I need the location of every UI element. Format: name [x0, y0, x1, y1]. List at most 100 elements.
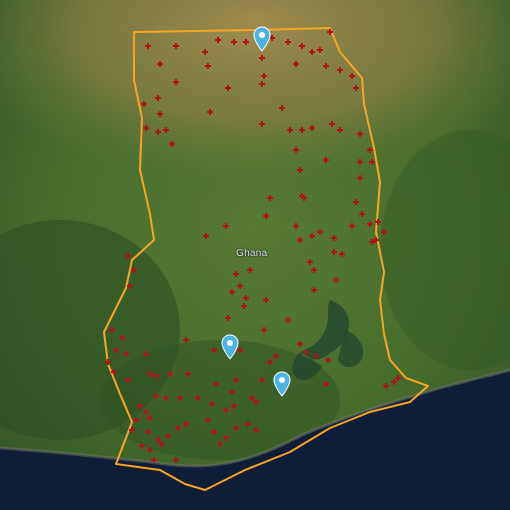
red-cross-marker-icon[interactable]: [253, 427, 259, 433]
red-cross-marker-icon[interactable]: [293, 147, 299, 153]
red-cross-marker-icon[interactable]: [233, 377, 239, 383]
red-cross-marker-icon[interactable]: [299, 127, 305, 133]
red-cross-marker-icon[interactable]: [311, 267, 317, 273]
red-cross-marker-icon[interactable]: [157, 111, 163, 117]
red-cross-marker-icon[interactable]: [139, 443, 145, 449]
red-cross-marker-icon[interactable]: [309, 125, 315, 131]
red-cross-marker-icon[interactable]: [173, 79, 179, 85]
red-cross-marker-icon[interactable]: [243, 295, 249, 301]
red-cross-marker-icon[interactable]: [225, 315, 231, 321]
red-cross-marker-icon[interactable]: [261, 73, 267, 79]
red-cross-marker-icon[interactable]: [173, 457, 179, 463]
red-cross-marker-icon[interactable]: [237, 283, 243, 289]
red-cross-marker-icon[interactable]: [183, 337, 189, 343]
red-cross-marker-icon[interactable]: [143, 409, 149, 415]
red-cross-marker-icon[interactable]: [205, 63, 211, 69]
red-cross-marker-icon[interactable]: [373, 237, 379, 243]
red-cross-marker-icon[interactable]: [231, 39, 237, 45]
red-cross-marker-icon[interactable]: [185, 371, 191, 377]
red-cross-marker-icon[interactable]: [247, 267, 253, 273]
red-cross-marker-icon[interactable]: [145, 429, 151, 435]
red-cross-marker-icon[interactable]: [259, 377, 265, 383]
red-cross-marker-icon[interactable]: [245, 421, 251, 427]
red-cross-marker-icon[interactable]: [299, 43, 305, 49]
red-cross-marker-icon[interactable]: [177, 395, 183, 401]
red-cross-marker-icon[interactable]: [383, 383, 389, 389]
red-cross-marker-icon[interactable]: [331, 249, 337, 255]
red-cross-marker-icon[interactable]: [131, 267, 137, 273]
red-cross-marker-icon[interactable]: [183, 421, 189, 427]
red-cross-marker-icon[interactable]: [223, 435, 229, 441]
red-cross-marker-icon[interactable]: [151, 457, 157, 463]
red-cross-marker-icon[interactable]: [285, 317, 291, 323]
red-cross-marker-icon[interactable]: [203, 233, 209, 239]
red-cross-marker-icon[interactable]: [127, 283, 133, 289]
location-pin-icon[interactable]: [273, 371, 291, 397]
red-cross-marker-icon[interactable]: [293, 223, 299, 229]
red-cross-marker-icon[interactable]: [119, 335, 125, 341]
red-cross-marker-icon[interactable]: [369, 159, 375, 165]
red-cross-marker-icon[interactable]: [175, 425, 181, 431]
red-cross-marker-icon[interactable]: [233, 271, 239, 277]
red-cross-marker-icon[interactable]: [223, 407, 229, 413]
red-cross-marker-icon[interactable]: [261, 327, 267, 333]
red-cross-marker-icon[interactable]: [111, 369, 117, 375]
red-cross-marker-icon[interactable]: [353, 199, 359, 205]
red-cross-marker-icon[interactable]: [159, 441, 165, 447]
red-cross-marker-icon[interactable]: [331, 235, 337, 241]
red-cross-marker-icon[interactable]: [217, 441, 223, 447]
red-cross-marker-icon[interactable]: [303, 349, 309, 355]
red-cross-marker-icon[interactable]: [109, 327, 115, 333]
red-cross-marker-icon[interactable]: [225, 85, 231, 91]
red-cross-marker-icon[interactable]: [269, 35, 275, 41]
red-cross-marker-icon[interactable]: [259, 81, 265, 87]
red-cross-marker-icon[interactable]: [395, 375, 401, 381]
red-cross-marker-icon[interactable]: [323, 157, 329, 163]
red-cross-marker-icon[interactable]: [163, 127, 169, 133]
red-cross-marker-icon[interactable]: [133, 417, 139, 423]
red-cross-marker-icon[interactable]: [337, 127, 343, 133]
red-cross-marker-icon[interactable]: [231, 403, 237, 409]
red-cross-marker-icon[interactable]: [223, 223, 229, 229]
red-cross-marker-icon[interactable]: [309, 49, 315, 55]
red-cross-marker-icon[interactable]: [155, 95, 161, 101]
red-cross-marker-icon[interactable]: [301, 195, 307, 201]
red-cross-marker-icon[interactable]: [359, 211, 365, 217]
red-cross-marker-icon[interactable]: [297, 167, 303, 173]
red-cross-marker-icon[interactable]: [173, 43, 179, 49]
red-cross-marker-icon[interactable]: [299, 193, 305, 199]
red-cross-marker-icon[interactable]: [317, 47, 323, 53]
red-cross-marker-icon[interactable]: [165, 433, 171, 439]
red-cross-marker-icon[interactable]: [349, 73, 355, 79]
red-cross-marker-icon[interactable]: [369, 239, 375, 245]
red-cross-marker-icon[interactable]: [337, 67, 343, 73]
red-cross-marker-icon[interactable]: [129, 427, 135, 433]
red-cross-marker-icon[interactable]: [207, 109, 213, 115]
red-cross-marker-icon[interactable]: [357, 159, 363, 165]
red-cross-marker-icon[interactable]: [267, 359, 273, 365]
red-cross-marker-icon[interactable]: [125, 377, 131, 383]
red-cross-marker-icon[interactable]: [202, 49, 208, 55]
red-cross-marker-icon[interactable]: [209, 401, 215, 407]
red-cross-marker-icon[interactable]: [327, 29, 333, 35]
red-cross-marker-icon[interactable]: [233, 425, 239, 431]
red-cross-marker-icon[interactable]: [237, 347, 243, 353]
red-cross-marker-icon[interactable]: [267, 195, 273, 201]
red-cross-marker-icon[interactable]: [329, 121, 335, 127]
red-cross-marker-icon[interactable]: [325, 357, 331, 363]
red-cross-marker-icon[interactable]: [123, 351, 129, 357]
red-cross-marker-icon[interactable]: [195, 395, 201, 401]
red-cross-marker-icon[interactable]: [317, 229, 323, 235]
red-cross-marker-icon[interactable]: [143, 125, 149, 131]
red-cross-marker-icon[interactable]: [147, 415, 153, 421]
red-cross-marker-icon[interactable]: [155, 129, 161, 135]
red-cross-marker-icon[interactable]: [113, 347, 119, 353]
red-cross-marker-icon[interactable]: [153, 373, 159, 379]
red-cross-marker-icon[interactable]: [273, 353, 279, 359]
red-cross-marker-icon[interactable]: [323, 381, 329, 387]
red-cross-marker-icon[interactable]: [253, 399, 259, 405]
red-cross-marker-icon[interactable]: [313, 353, 319, 359]
red-cross-marker-icon[interactable]: [211, 347, 217, 353]
red-cross-marker-icon[interactable]: [263, 213, 269, 219]
